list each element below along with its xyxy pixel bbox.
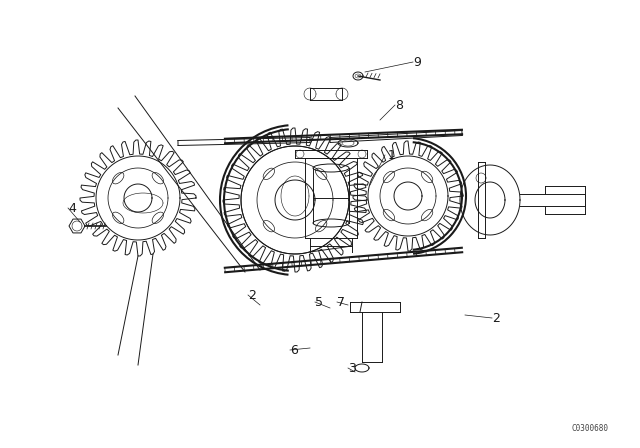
- Text: 8: 8: [395, 99, 403, 112]
- Text: 9: 9: [413, 56, 421, 69]
- Text: 4: 4: [68, 202, 76, 215]
- Text: 5: 5: [315, 296, 323, 309]
- Text: 6: 6: [290, 344, 298, 357]
- Text: 7: 7: [337, 296, 345, 309]
- Text: 2: 2: [248, 289, 256, 302]
- Text: 3: 3: [348, 362, 356, 375]
- Text: 2: 2: [492, 311, 500, 324]
- Text: 1: 1: [388, 148, 396, 161]
- Text: C0300680: C0300680: [572, 424, 609, 433]
